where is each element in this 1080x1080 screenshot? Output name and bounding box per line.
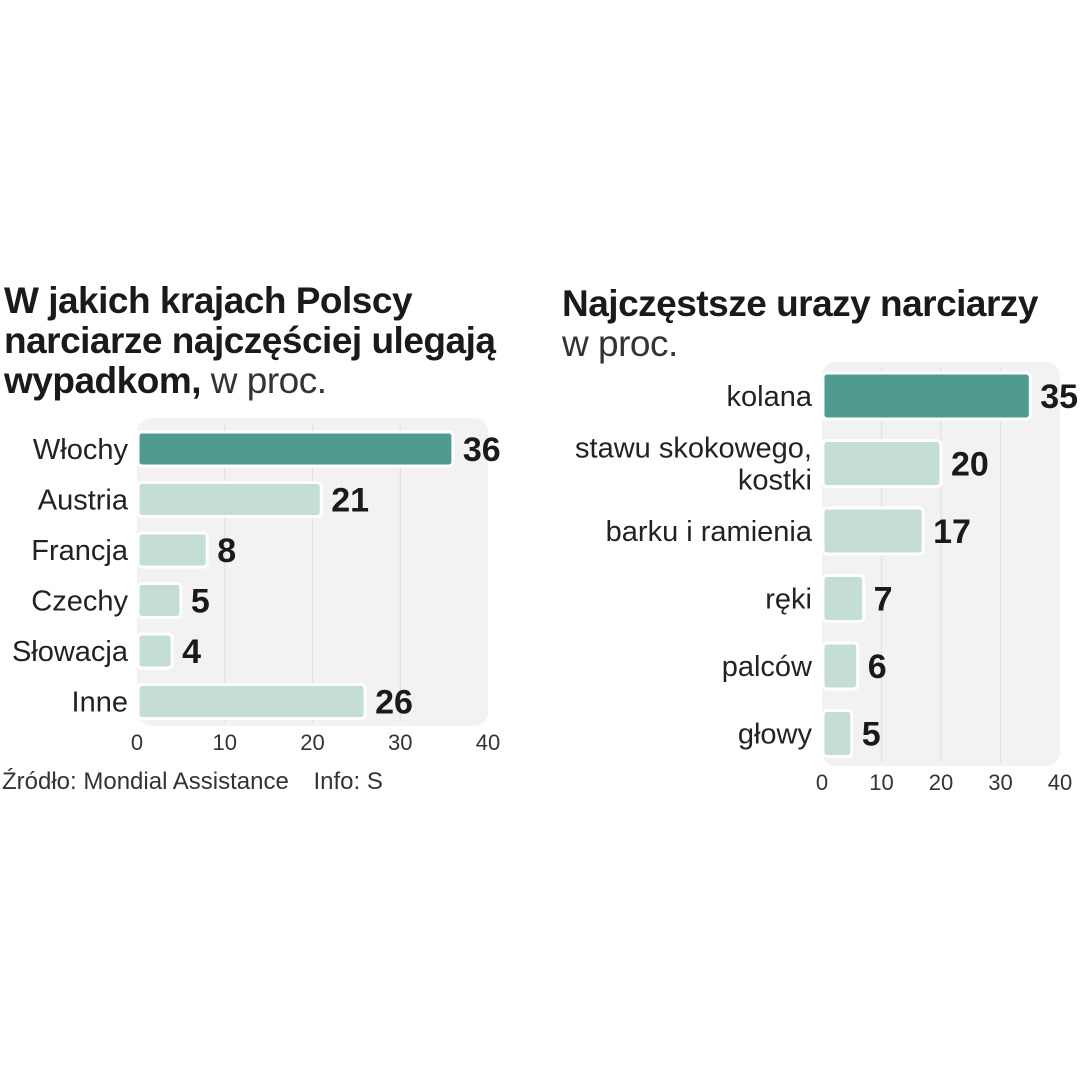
left-chart-value-label: 21 — [331, 482, 369, 520]
right-chart-title-unit: w proc. — [562, 323, 678, 364]
left-chart-value-label: 8 — [217, 532, 236, 570]
right-chart-category-label: ręki — [765, 584, 812, 616]
right-chart-bar — [821, 506, 925, 556]
left-chart-value-label: 5 — [191, 583, 210, 621]
right-chart-category-label: głowy — [738, 719, 813, 751]
right-chart-category-label: kolana — [727, 381, 813, 413]
left-chart-category-label: Inne — [72, 687, 128, 719]
left-chart-category-label: Słowacja — [12, 636, 129, 668]
right-chart-title-main: Najczęstsze urazy narciarzy — [562, 283, 1039, 324]
right-chart-value-label: 20 — [951, 446, 989, 484]
right-chart-tick-label: 40 — [1048, 770, 1072, 795]
left-chart-tick-label: 30 — [388, 730, 412, 755]
left-chart-bar — [136, 430, 455, 468]
right-chart-tick-label: 30 — [988, 770, 1012, 795]
right-chart-tick-label: 10 — [869, 770, 893, 795]
left-chart-bar — [136, 582, 183, 619]
left-chart-title-main: W jakich krajach Polscy narciarze najczę… — [4, 280, 496, 401]
right-chart-bar — [821, 371, 1032, 421]
right-chart-category-label: kostki — [738, 465, 812, 497]
right-chart-category-label: stawu skokowego, — [575, 433, 812, 465]
right-chart-tick-label: 20 — [929, 770, 953, 795]
left-chart-bar — [136, 683, 367, 720]
left-chart-category-label: Francja — [31, 535, 129, 567]
source-note: Źródło: Mondial Assistance — [2, 768, 289, 795]
right-chart-bar — [821, 439, 943, 488]
left-chart-title-unit: w proc. — [210, 360, 327, 401]
left-chart-category-label: Czechy — [31, 586, 128, 618]
right-chart-bar — [821, 709, 854, 758]
left-chart-tick-label: 20 — [300, 730, 324, 755]
left-chart-bar — [136, 632, 174, 670]
left-chart-value-label: 4 — [182, 633, 201, 671]
left-chart-category-label: Włochy — [33, 434, 129, 466]
left-chart-value-label: 26 — [375, 684, 413, 722]
chart-footer: Źródło: Mondial Assistance Info: S — [2, 768, 383, 796]
right-chart-tick-label: 0 — [816, 770, 828, 795]
right-chart-value-label: 17 — [933, 513, 971, 551]
right-chart-bar — [821, 641, 860, 691]
right-chart-title: Najczęstsze urazy narciarzy w proc. — [562, 284, 1072, 364]
left-chart-tick-label: 10 — [213, 730, 237, 755]
left-chart-value-label: 36 — [463, 431, 501, 469]
left-chart-title: W jakich krajach Polscy narciarze najczę… — [4, 281, 524, 401]
right-chart-value-label: 5 — [862, 716, 881, 754]
left-chart-bar — [136, 481, 323, 518]
left-chart-tick-label: 40 — [476, 730, 500, 755]
info-note: Info: S — [313, 768, 383, 795]
right-chart-category-label: barku i ramienia — [606, 516, 813, 548]
left-chart-category-label: Austria — [38, 485, 129, 517]
right-chart-value-label: 6 — [868, 648, 887, 686]
left-chart-bar — [136, 531, 209, 569]
right-chart-value-label: 7 — [874, 581, 893, 619]
right-chart-category-label: palców — [722, 651, 813, 683]
right-chart-value-label: 35 — [1040, 378, 1078, 416]
left-chart-tick-label: 0 — [131, 730, 143, 755]
right-chart-bar — [821, 574, 866, 623]
